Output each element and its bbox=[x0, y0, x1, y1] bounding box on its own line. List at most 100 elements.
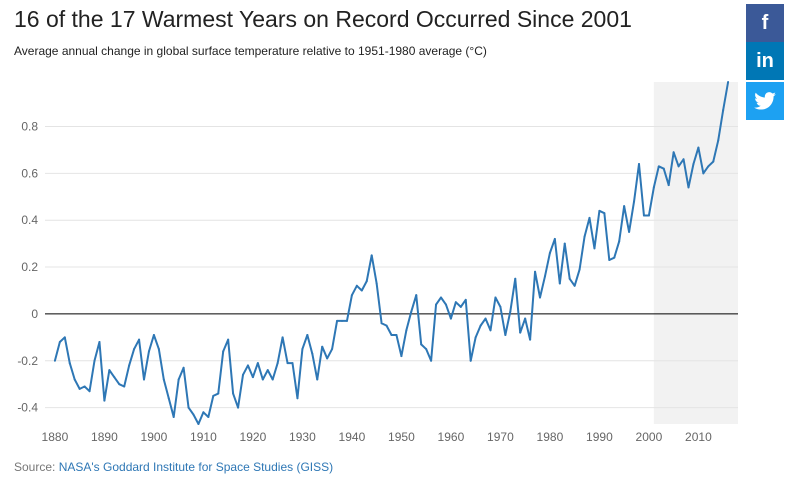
data-point bbox=[123, 385, 126, 388]
data-point bbox=[350, 294, 353, 297]
chart-subtitle: Average annual change in global surface … bbox=[14, 44, 487, 58]
source-link[interactable]: NASA's Goddard Institute for Space Studi… bbox=[58, 460, 334, 474]
y-tick-label: 0.6 bbox=[21, 166, 38, 180]
data-point bbox=[58, 341, 61, 344]
series-line bbox=[53, 81, 730, 425]
data-point bbox=[524, 317, 527, 320]
data-point bbox=[484, 317, 487, 320]
data-point bbox=[182, 366, 185, 369]
data-point bbox=[128, 364, 131, 367]
data-points bbox=[53, 81, 730, 425]
data-point bbox=[415, 294, 418, 297]
data-point bbox=[558, 282, 561, 285]
data-point bbox=[147, 350, 150, 353]
data-point bbox=[563, 242, 566, 245]
data-point bbox=[222, 350, 225, 353]
data-point bbox=[306, 333, 309, 336]
x-tick-label: 2000 bbox=[636, 430, 663, 444]
data-point bbox=[543, 275, 546, 278]
data-point bbox=[53, 359, 56, 362]
x-tick-label: 1920 bbox=[240, 430, 267, 444]
x-tick-label: 1960 bbox=[438, 430, 465, 444]
data-point bbox=[365, 280, 368, 283]
twitter-share-button[interactable] bbox=[746, 82, 784, 120]
y-tick-label: 0.4 bbox=[21, 213, 38, 227]
data-point bbox=[311, 352, 314, 355]
data-point bbox=[113, 376, 116, 379]
x-tick-label: 1950 bbox=[388, 430, 415, 444]
data-point bbox=[727, 81, 730, 83]
data-point bbox=[603, 212, 606, 215]
data-point bbox=[133, 348, 136, 351]
data-point bbox=[108, 369, 111, 372]
data-point bbox=[251, 376, 254, 379]
y-tick-label: 0.2 bbox=[21, 260, 38, 274]
data-point bbox=[588, 216, 591, 219]
data-point bbox=[380, 322, 383, 325]
data-point bbox=[286, 362, 289, 365]
data-point bbox=[722, 109, 725, 112]
data-point bbox=[321, 345, 324, 348]
data-point bbox=[385, 324, 388, 327]
data-point bbox=[177, 378, 180, 381]
facebook-icon: f bbox=[761, 12, 769, 34]
x-tick-label: 1980 bbox=[537, 430, 564, 444]
x-tick-label: 1900 bbox=[141, 430, 168, 444]
data-point bbox=[296, 397, 299, 400]
y-tick-label: -0.2 bbox=[17, 354, 38, 368]
data-point bbox=[529, 338, 532, 341]
x-tick-label: 1940 bbox=[339, 430, 366, 444]
data-point bbox=[494, 296, 497, 299]
data-point bbox=[514, 277, 517, 280]
data-point bbox=[628, 230, 631, 233]
data-point bbox=[499, 305, 502, 308]
data-point bbox=[341, 319, 343, 322]
data-point bbox=[271, 378, 274, 381]
data-point bbox=[454, 301, 457, 304]
data-point bbox=[667, 184, 670, 187]
x-tick-label: 1970 bbox=[487, 430, 514, 444]
data-point bbox=[172, 415, 175, 418]
data-point bbox=[316, 378, 319, 381]
y-axis-ticks: -0.4 -0.2 0 0.2 0.4 0.6 0.8 bbox=[17, 120, 38, 415]
data-point bbox=[657, 165, 660, 168]
data-point bbox=[613, 256, 616, 259]
data-point bbox=[662, 167, 665, 170]
data-point bbox=[355, 284, 358, 287]
data-point bbox=[370, 254, 373, 257]
x-tick-label: 1930 bbox=[289, 430, 316, 444]
twitter-icon bbox=[754, 92, 776, 110]
data-point bbox=[519, 331, 522, 334]
data-point bbox=[578, 268, 581, 271]
data-point bbox=[449, 317, 452, 320]
data-point bbox=[152, 333, 155, 336]
facebook-share-button[interactable]: f bbox=[746, 4, 784, 42]
data-point bbox=[548, 252, 551, 254]
data-point bbox=[212, 394, 215, 397]
data-point bbox=[425, 348, 428, 351]
data-point bbox=[83, 385, 86, 388]
data-point bbox=[237, 406, 240, 409]
data-point bbox=[167, 397, 170, 400]
data-point bbox=[464, 298, 467, 301]
data-point bbox=[331, 348, 334, 351]
data-point bbox=[68, 362, 71, 365]
data-point bbox=[568, 277, 571, 280]
y-tick-label: 0 bbox=[31, 307, 38, 321]
data-point bbox=[103, 399, 106, 402]
data-point bbox=[345, 319, 348, 322]
data-point bbox=[93, 359, 96, 362]
data-point bbox=[98, 341, 101, 344]
data-point bbox=[687, 186, 690, 189]
data-point bbox=[242, 373, 244, 376]
data-point bbox=[256, 362, 259, 365]
data-point bbox=[652, 186, 655, 189]
chart-title: 16 of the 17 Warmest Years on Record Occ… bbox=[14, 6, 632, 32]
linkedin-share-button[interactable]: in bbox=[746, 42, 784, 80]
data-point bbox=[618, 240, 621, 243]
data-point bbox=[395, 333, 398, 336]
data-point bbox=[281, 336, 284, 339]
data-point bbox=[336, 319, 339, 322]
data-point bbox=[682, 158, 685, 161]
